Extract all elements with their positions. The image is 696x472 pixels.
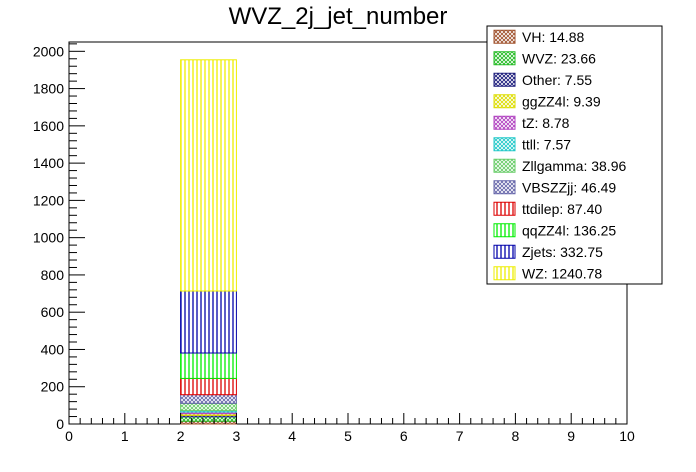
x-tick-label: 1 [121, 428, 129, 444]
legend-swatch-tz [493, 115, 516, 130]
x-tick-label: 9 [567, 428, 575, 444]
legend: VH: 14.88 WVZ: 23.66 Other: 7.55 ggZZ4l: 9.… [486, 25, 663, 285]
x-tick-label: 6 [400, 428, 408, 444]
y-tick-label: 1000 [33, 230, 64, 246]
bar-segment-qqzz4l [180, 352, 237, 379]
legend-label-wz: WZ: 1240.78 [522, 265, 602, 281]
y-tick-label: 2000 [33, 43, 64, 59]
x-tick-label: 4 [288, 428, 296, 444]
legend-label-ttdilep: ttdilep: 87.40 [522, 201, 602, 217]
x-tick-label: 3 [233, 428, 241, 444]
x-axis: 0 1 2 3 4 5 6 7 8 9 10 [65, 413, 635, 444]
legend-label-ggzz4l: ggZZ4l: 9.39 [522, 93, 601, 109]
y-tick-label: 600 [41, 304, 65, 320]
legend-label-wvz: WVZ: 23.66 [522, 50, 596, 66]
x-tick-label: 0 [65, 428, 73, 444]
y-tick-label: 800 [41, 267, 65, 283]
bar-segment-zllgamma [180, 402, 237, 412]
y-tick-label: 0 [56, 416, 64, 432]
legend-swatch-vh [493, 29, 516, 44]
bar-stack [180, 59, 237, 425]
y-tick-label: 1400 [33, 155, 64, 171]
legend-swatch-wz [493, 266, 516, 281]
y-tick-label: 1800 [33, 81, 64, 97]
bar-segment-vbszzjj [180, 394, 237, 404]
y-tick-label: 400 [41, 341, 65, 357]
legend-swatch-other [493, 72, 516, 87]
legend-label-vh: VH: 14.88 [522, 29, 584, 45]
chart-title: WVZ_2j_jet_number [229, 3, 448, 30]
bar-segment-wz [180, 59, 237, 292]
x-tick-label: 2 [177, 428, 185, 444]
bar-segment-zjets [180, 290, 237, 354]
legend-swatch-zjets [493, 244, 516, 259]
y-tick-label: 1600 [33, 118, 64, 134]
x-tick-label: 5 [344, 428, 352, 444]
bar-segment-ttdilep [180, 377, 237, 396]
legend-label-zllgamma: Zllgamma: 38.96 [522, 158, 626, 174]
legend-label-tz: tZ: 8.78 [522, 115, 570, 131]
legend-label-other: Other: 7.55 [522, 72, 592, 88]
legend-label-qqzz4l: qqZZ4l: 136.25 [522, 222, 616, 238]
bar-segment-wvz [180, 416, 237, 422]
legend-box [486, 25, 663, 285]
x-tick-label: 8 [512, 428, 520, 444]
y-tick-label: 1200 [33, 192, 64, 208]
legend-swatch-ttdilep [493, 201, 516, 216]
legend-label-zjets: Zjets: 332.75 [522, 244, 603, 260]
x-tick-label: 10 [619, 428, 635, 444]
y-axis: 0 200 400 600 800 1000 1200 1400 1600 1800 2000 [33, 43, 85, 432]
legend-swatch-qqzz4l [493, 223, 516, 238]
legend-swatch-ggzz4l [493, 94, 516, 109]
legend-swatch-wvz [493, 51, 516, 66]
y-tick-label: 200 [41, 379, 65, 395]
x-tick-label: 7 [456, 428, 464, 444]
legend-swatch-zllgamma [493, 158, 516, 173]
legend-label-vbszzjj: VBSZZjj: 46.49 [522, 179, 616, 195]
legend-swatch-vbszzjj [493, 180, 516, 195]
legend-swatch-ttll [493, 137, 516, 152]
legend-label-ttll: ttll: 7.57 [522, 136, 571, 152]
